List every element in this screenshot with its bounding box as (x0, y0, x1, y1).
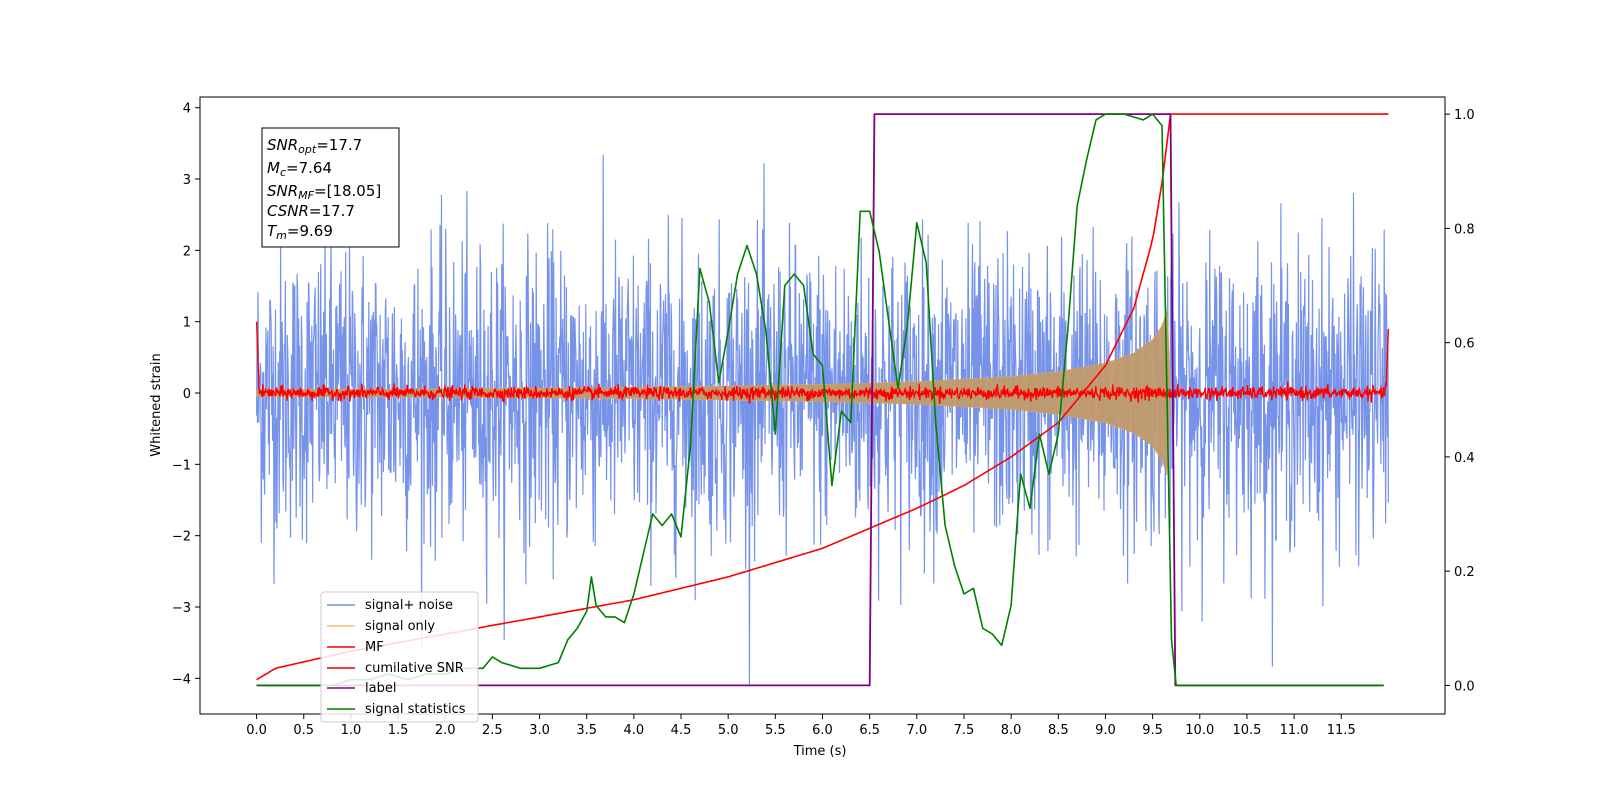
svg-text:label: label (365, 681, 396, 696)
info-box: SNRopt=17.7 Mc=7.64 SNRMF=[18.05] CSNR=1… (261, 127, 400, 248)
x-tick-label: 2.0 (435, 723, 456, 738)
x-tick-label: 9.5 (1142, 723, 1163, 738)
x-tick-label: 2.5 (482, 723, 503, 738)
x-tick-label: 0.0 (246, 723, 267, 738)
y-left-tick-label: 0 (183, 387, 191, 402)
x-tick-label: 11.0 (1280, 723, 1309, 738)
legend-entry-signal-only: signal only (327, 619, 435, 634)
y-left-tick-label: −2 (172, 530, 191, 545)
x-tick-label: 1.0 (341, 723, 362, 738)
info-snr-mf: SNRMF=[18.05] (267, 182, 381, 202)
x-tick-label: 9.0 (1095, 723, 1116, 738)
legend: signal+ noise signal only MF cumilative … (320, 591, 479, 723)
x-axis: 0.0 0.5 1.0 1.5 2.0 2.5 3.0 3.5 4.0 4.5 5.0 5.5 6.0 6… (246, 714, 1356, 738)
legend-entry-cumulative-snr: cumilative SNR (327, 661, 464, 676)
y-right-tick-label: 0.6 (1454, 337, 1475, 352)
x-tick-label: 10.5 (1232, 723, 1261, 738)
x-tick-label: 4.5 (671, 723, 692, 738)
legend-entry-signal-statistics: signal statistics (327, 702, 466, 717)
y-left-tick-label: 1 (183, 316, 191, 331)
legend-entry-mf: MF (327, 640, 384, 655)
x-tick-label: 3.5 (576, 723, 597, 738)
series-mf (255, 321, 1390, 404)
x-tick-label: 3.0 (529, 723, 550, 738)
svg-text:signal+ noise: signal+ noise (365, 598, 453, 613)
y-left-tick-label: 4 (183, 102, 191, 117)
x-tick-label: 5.0 (718, 723, 739, 738)
mf-line (255, 321, 1390, 404)
svg-text:cumilative SNR: cumilative SNR (365, 661, 464, 676)
info-csnr: CSNR=17.7 (267, 202, 355, 220)
x-tick-label: 11.5 (1327, 723, 1356, 738)
legend-entry-signal-noise: signal+ noise (327, 598, 453, 613)
y-right-tick-label: 1.0 (1454, 108, 1475, 123)
x-axis-label: Time (s) (793, 744, 847, 759)
y-axis-right: 1.0 0.8 0.6 0.4 0.2 0.0 (1445, 108, 1475, 694)
x-tick-label: 5.5 (765, 723, 786, 738)
y-axis-label: Whitened strain (149, 353, 164, 456)
info-tm: Tm=9.69 (267, 222, 333, 242)
x-tick-label: 1.5 (388, 723, 409, 738)
legend-entry-label: label (327, 681, 396, 696)
info-mc: Mc=7.64 (267, 159, 332, 179)
y-left-tick-label: −3 (172, 601, 191, 616)
x-tick-label: 0.5 (293, 723, 314, 738)
y-right-tick-label: 0.0 (1454, 679, 1475, 694)
y-right-tick-label: 0.8 (1454, 222, 1475, 237)
y-axis-left: 4 3 2 1 0 −1 −2 −3 −4 (172, 102, 200, 687)
x-tick-label: 6.5 (859, 723, 880, 738)
svg-text:MF: MF (365, 640, 384, 655)
x-tick-label: 4.0 (624, 723, 645, 738)
x-tick-label: 10.0 (1185, 723, 1214, 738)
signal-statistics-line (256, 113, 1384, 687)
y-right-tick-label: 0.2 (1454, 565, 1475, 580)
x-tick-label: 6.0 (812, 723, 833, 738)
info-snr-opt: SNRopt=17.7 (267, 136, 362, 156)
y-left-tick-label: 3 (183, 173, 191, 188)
x-tick-label: 7.5 (954, 723, 975, 738)
y-left-tick-label: 2 (183, 244, 191, 259)
x-tick-label: 8.0 (1001, 723, 1022, 738)
x-tick-label: 8.5 (1048, 723, 1069, 738)
y-left-tick-label: −4 (172, 672, 191, 687)
svg-text:signal statistics: signal statistics (365, 702, 466, 717)
y-left-tick-label: −1 (172, 458, 191, 473)
series-signal-statistics (256, 113, 1384, 687)
x-tick-label: 7.0 (906, 723, 927, 738)
y-right-tick-label: 0.4 (1454, 451, 1475, 466)
svg-text:signal only: signal only (365, 619, 435, 634)
